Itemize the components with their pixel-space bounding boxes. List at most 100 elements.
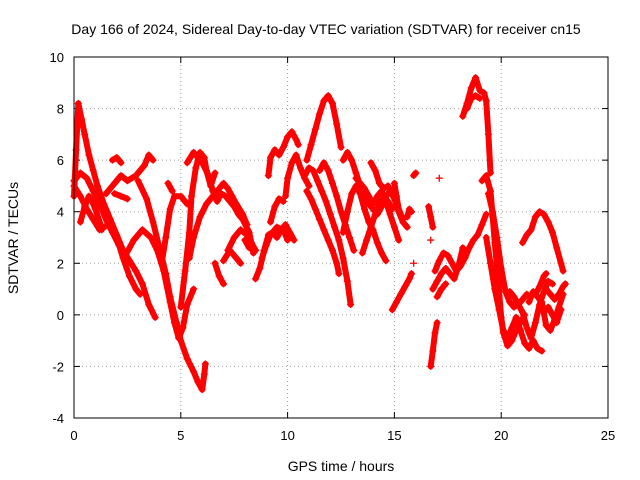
series-sat-x — [303, 187, 343, 278]
data-point — [553, 244, 561, 252]
series-sat-f — [111, 190, 131, 203]
data-point — [487, 259, 495, 267]
data-point — [516, 326, 524, 334]
data-point — [506, 298, 514, 306]
data-point — [111, 190, 119, 198]
data-point — [279, 226, 287, 234]
data-point — [201, 360, 209, 368]
series-sat-oo — [429, 244, 467, 293]
data-point — [495, 306, 503, 314]
data-point — [309, 166, 317, 174]
data-point — [506, 288, 514, 296]
data-point — [429, 347, 437, 355]
data-point — [399, 215, 407, 223]
data-point — [190, 285, 198, 293]
data-point — [183, 355, 191, 363]
data-point — [431, 329, 439, 337]
data-point — [542, 321, 550, 329]
data-point — [126, 272, 134, 280]
data-point — [296, 164, 304, 172]
data-point — [499, 326, 507, 334]
data-point — [367, 223, 375, 231]
data-point — [339, 156, 347, 164]
data-point — [279, 143, 287, 151]
data-point — [328, 179, 336, 187]
data-point — [523, 231, 531, 239]
data-point — [217, 190, 225, 198]
data-point — [375, 179, 383, 187]
data-point — [209, 192, 217, 200]
data-point — [467, 94, 475, 102]
data-point — [185, 254, 193, 262]
data-point — [288, 159, 296, 167]
data-point — [192, 164, 200, 172]
data-point — [271, 203, 279, 211]
data-point — [519, 308, 527, 316]
data-point — [378, 249, 386, 257]
series-sat-ab — [531, 270, 550, 298]
data-point — [224, 185, 232, 193]
data-point — [333, 192, 341, 200]
data-point — [375, 200, 383, 208]
series-sat-n — [224, 226, 260, 254]
series-sat-v — [303, 92, 345, 164]
data-point — [380, 192, 388, 200]
series-sat-ii — [388, 270, 415, 314]
series-sat-yy — [542, 280, 569, 303]
series-sat-t — [264, 128, 302, 180]
data-point — [508, 337, 516, 345]
data-point — [181, 267, 189, 275]
data-point — [465, 244, 473, 252]
series-trace — [303, 92, 344, 164]
data-point — [328, 99, 336, 107]
data-point — [320, 159, 328, 167]
data-point — [243, 221, 251, 229]
data-point — [215, 272, 223, 280]
data-point — [311, 125, 319, 133]
series-trace — [220, 247, 244, 267]
data-point — [76, 218, 84, 226]
data-point — [190, 148, 198, 156]
data-point — [303, 156, 311, 164]
data-point — [76, 192, 84, 200]
data-point — [324, 236, 332, 244]
data-point — [559, 267, 567, 275]
y-tick-label: 8 — [57, 102, 64, 117]
data-point — [143, 195, 151, 203]
data-point — [531, 319, 539, 327]
data-point — [542, 270, 550, 278]
series-trace — [135, 177, 209, 393]
data-point — [162, 234, 170, 241]
y-tick-label: -4 — [52, 411, 64, 426]
data-point — [239, 210, 247, 218]
data-point — [482, 172, 490, 180]
data-point — [437, 285, 445, 293]
data-point — [484, 130, 492, 138]
data-point — [504, 334, 512, 342]
data-point — [232, 200, 240, 208]
data-point — [267, 231, 275, 239]
data-point — [145, 301, 153, 309]
data-point — [358, 249, 366, 257]
data-point — [350, 246, 358, 254]
series-sat-y — [316, 159, 358, 254]
data-point — [369, 200, 377, 208]
series-sat-rr — [463, 92, 484, 113]
data-point — [459, 244, 467, 252]
data-point — [444, 252, 452, 260]
data-point — [271, 146, 279, 154]
data-point — [307, 141, 315, 149]
data-point — [328, 246, 336, 254]
series-sat-dd — [367, 159, 396, 198]
series-sat-jj — [427, 319, 441, 370]
series-trace — [519, 208, 567, 274]
data-point — [324, 166, 332, 174]
data-point — [147, 234, 155, 241]
series-sat-kk — [425, 203, 437, 231]
data-point — [149, 156, 157, 164]
series-trace — [88, 195, 105, 233]
data-point — [81, 130, 89, 138]
data-point — [113, 154, 121, 162]
data-point — [230, 234, 238, 241]
